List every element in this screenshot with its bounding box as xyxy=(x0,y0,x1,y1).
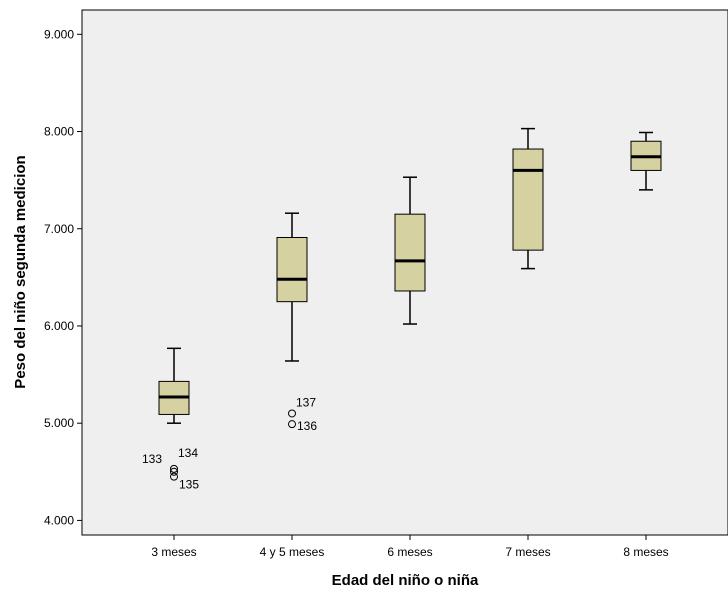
outlier-points: 133 134 135 136 137 xyxy=(142,395,317,491)
box-3 xyxy=(394,176,426,325)
outlier-point xyxy=(288,409,296,418)
iqr-box xyxy=(394,213,426,292)
box-1 xyxy=(158,347,190,424)
outlier-label: 133 xyxy=(142,452,162,466)
x-axis-title: Edad del niño o niña xyxy=(332,572,479,589)
outlier-label: 134 xyxy=(178,446,198,460)
iqr-box xyxy=(276,237,308,303)
outlier-point xyxy=(288,420,296,429)
outlier-point xyxy=(170,464,178,473)
outlier-point xyxy=(170,467,178,476)
x-tick-label: 7 meses xyxy=(505,545,550,559)
y-tick-label: 8.000 xyxy=(44,125,74,139)
outlier-label: 135 xyxy=(179,478,199,492)
box-series xyxy=(158,127,662,424)
box-5 xyxy=(630,131,662,191)
box-2 xyxy=(276,212,308,362)
y-axis-title: Peso del niño segunda medicion xyxy=(12,155,29,388)
y-tick-label: 6.000 xyxy=(44,319,74,333)
x-tick-label: 6 meses xyxy=(387,545,432,559)
x-tick-label: 8 meses xyxy=(623,545,668,559)
y-tick-label: 9.000 xyxy=(44,27,74,41)
y-tick-label: 4.000 xyxy=(44,513,74,527)
outlier-label: 137 xyxy=(296,395,316,409)
outlier-label: 136 xyxy=(297,419,317,433)
x-axis: 3 meses 4 y 5 meses 6 meses 7 meses 8 meses xyxy=(151,535,669,559)
box-4 xyxy=(512,127,544,270)
x-tick-label: 4 y 5 meses xyxy=(260,545,325,559)
outlier-point xyxy=(170,472,178,481)
y-axis: 4.000 5.000 6.000 7.000 8.000 9.000 xyxy=(44,27,82,527)
y-tick-label: 7.000 xyxy=(44,222,74,236)
x-tick-label: 3 meses xyxy=(151,545,196,559)
iqr-box xyxy=(512,148,544,251)
y-tick-label: 5.000 xyxy=(44,416,74,430)
